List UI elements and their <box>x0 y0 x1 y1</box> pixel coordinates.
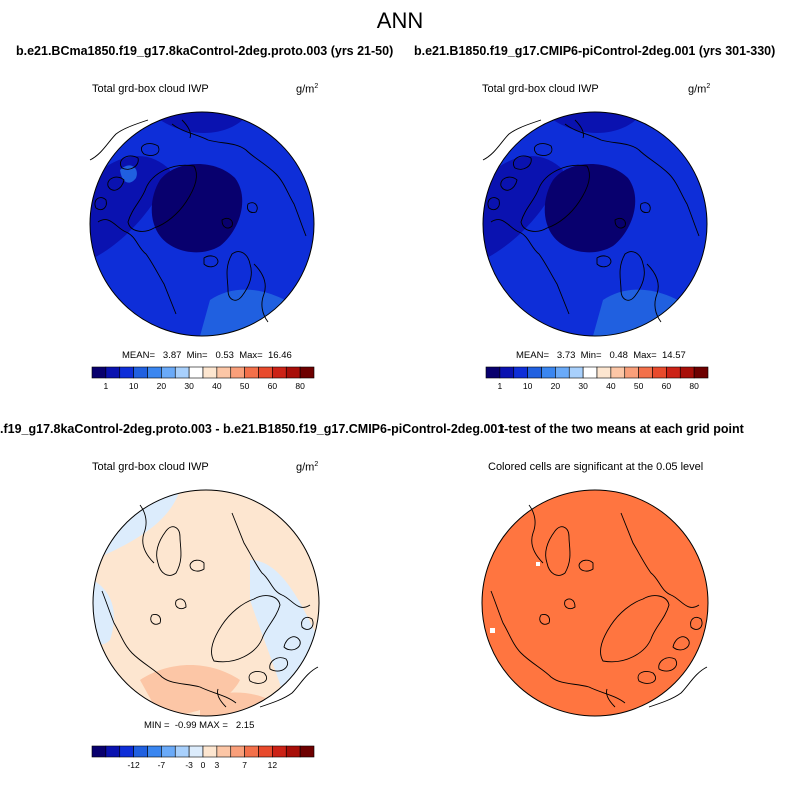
panel-2-field-label: Total grd-box cloud IWP <box>482 83 599 95</box>
panel-2-colorbar-tick-label: 60 <box>662 381 672 391</box>
panel-2-colorbar-swatch <box>666 366 681 379</box>
panel-2-units: g/m2 <box>688 83 711 96</box>
panel-2-colorbar-swatch <box>499 366 515 379</box>
panel-3-colorbar-swatch <box>272 745 287 758</box>
panel-1-stats: MEAN= 3.87 Min= 0.53 Max= 16.46 <box>122 350 292 361</box>
panel-3-colorbar-swatch <box>147 745 162 758</box>
panel-4-title: t-test of the two means at each grid poi… <box>500 422 744 436</box>
panel-1-title: b.e21.BCma1850.f19_g17.8kaControl-2deg.p… <box>16 44 394 58</box>
panel-2-colorbar-swatch <box>610 366 626 379</box>
panel-1-colorbar-swatch <box>230 366 245 379</box>
panel-3-colorbar-swatch <box>119 745 134 758</box>
panel-1-colorbar-swatch <box>299 366 315 379</box>
panel-3-map <box>92 489 320 717</box>
panel-1-colorbar-swatch <box>285 366 301 379</box>
panel-3-field-label: Total grd-box cloud IWP <box>92 461 209 473</box>
panel-1-colorbar-tick-label: 20 <box>157 381 167 391</box>
panel-3-colorbar-tick-label: -7 <box>158 760 166 770</box>
panel-3-colorbar-tick-label: -12 <box>127 760 140 770</box>
panel-3-colorbar-swatch <box>105 745 121 758</box>
panel-2-colorbar-swatch <box>596 366 612 379</box>
panel-1-colorbar-swatch <box>91 366 107 379</box>
panel-2-colorbar-swatch <box>652 366 667 379</box>
panel-2-colorbar-swatch <box>624 366 639 379</box>
panel-1-map <box>89 111 315 337</box>
panel-3-colorbar-swatch <box>299 745 315 758</box>
panel-2-colorbar-swatch <box>638 366 653 379</box>
panel-1-colorbar-swatch <box>188 366 204 379</box>
panel-3-colorbar: -12 -7 -3 0 3 7 12 <box>91 745 315 770</box>
panel-2-colorbar-tick-label: 50 <box>634 381 644 391</box>
panel-2-colorbar-tick-label: 30 <box>578 381 588 391</box>
panel-2-title: b.e21.B1850.f19_g17.CMIP6-piControl-2deg… <box>414 44 776 58</box>
panel-2-colorbar-tick-label: 10 <box>523 381 533 391</box>
panel-1-colorbar-swatch <box>244 366 259 379</box>
panel-1-colorbar-swatch <box>258 366 273 379</box>
panel-3-units: g/m2 <box>296 461 319 474</box>
panel-3-colorbar-tick-label: -3 <box>185 760 193 770</box>
panel-3-colorbar-swatch <box>202 745 218 758</box>
panel-2-colorbar-tick-label: 20 <box>551 381 561 391</box>
panel-3-colorbar-tick-label: 7 <box>242 760 247 770</box>
panel-1-colorbar-tick-label: 30 <box>184 381 194 391</box>
panel-1-colorbar-swatch <box>119 366 134 379</box>
panel-3-colorbar-swatch <box>161 745 176 758</box>
panel-2-colorbar-swatch <box>582 366 598 379</box>
panel-3-colorbar-swatch <box>244 745 259 758</box>
panel-3-colorbar-swatch <box>258 745 273 758</box>
panel-1-colorbar-tick-label: 40 <box>212 381 222 391</box>
panel-3-colorbar-tick-label: 12 <box>268 760 278 770</box>
panel-1-field-label: Total grd-box cloud IWP <box>92 83 209 95</box>
panel-1-colorbar-swatch <box>202 366 218 379</box>
panel-2-colorbar-tick-label: 1 <box>498 381 503 391</box>
panel-2-colorbar-tick-label: 80 <box>689 381 699 391</box>
panel-3-colorbar-swatch <box>188 745 204 758</box>
panel-1-colorbar-tick-label: 50 <box>240 381 250 391</box>
panel-2-colorbar-swatch <box>568 366 584 379</box>
panel-3-colorbar-tick-label: 0 <box>201 760 206 770</box>
panel-1-colorbar-swatch <box>105 366 121 379</box>
panel-3-colorbar-swatch <box>230 745 245 758</box>
panel-1-colorbar-swatch <box>272 366 287 379</box>
panel-2-colorbar-swatch <box>555 366 570 379</box>
panel-1-colorbar-tick-label: 1 <box>104 381 109 391</box>
panel-3-colorbar-swatch <box>133 745 148 758</box>
panel-3-colorbar-swatch <box>174 745 190 758</box>
panel-1-colorbar-tick-label: 60 <box>268 381 278 391</box>
figure-title: ANN <box>376 8 424 33</box>
panel-2-colorbar-swatch <box>527 366 542 379</box>
panel-2-colorbar-swatch <box>693 366 709 379</box>
panel-1-colorbar-swatch <box>216 366 232 379</box>
panel-3-title: .f19_g17.8kaControl-2deg.proto.003 - b.e… <box>0 422 505 436</box>
panel-3-colorbar-swatch <box>91 745 107 758</box>
panel-2-colorbar-swatch <box>513 366 528 379</box>
panel-1-colorbar-tick-label: 10 <box>129 381 139 391</box>
panel-1-colorbar-swatch <box>161 366 176 379</box>
panel-2-stats: MEAN= 3.73 Min= 0.48 Max= 14.57 <box>516 350 686 361</box>
panel-3-colorbar-tick-label: 3 <box>215 760 220 770</box>
panel-2-colorbar: 1 10 20 30 40 50 60 80 <box>485 366 709 391</box>
panel-2-colorbar-swatch <box>679 366 695 379</box>
panel-4-subtitle: Colored cells are significant at the 0.0… <box>488 461 704 473</box>
panel-4-map <box>481 489 709 717</box>
panel-1-colorbar-swatch <box>147 366 162 379</box>
panel-2-colorbar-swatch <box>485 366 501 379</box>
panel-2-colorbar-swatch <box>541 366 556 379</box>
panel-1-colorbar: 1 10 20 30 40 50 60 80 <box>91 366 315 391</box>
panel-3-stats: MIN = -0.99 MAX = 2.15 <box>144 720 255 731</box>
panel-1-colorbar-swatch <box>133 366 148 379</box>
panel-2-colorbar-tick-label: 40 <box>606 381 616 391</box>
panel-2-map <box>482 111 708 337</box>
panel-3-colorbar-swatch <box>285 745 301 758</box>
panel-1-colorbar-swatch <box>174 366 190 379</box>
panel-1-units: g/m2 <box>296 83 319 96</box>
panel-3-colorbar-swatch <box>216 745 232 758</box>
panel-1-colorbar-tick-label: 80 <box>295 381 305 391</box>
